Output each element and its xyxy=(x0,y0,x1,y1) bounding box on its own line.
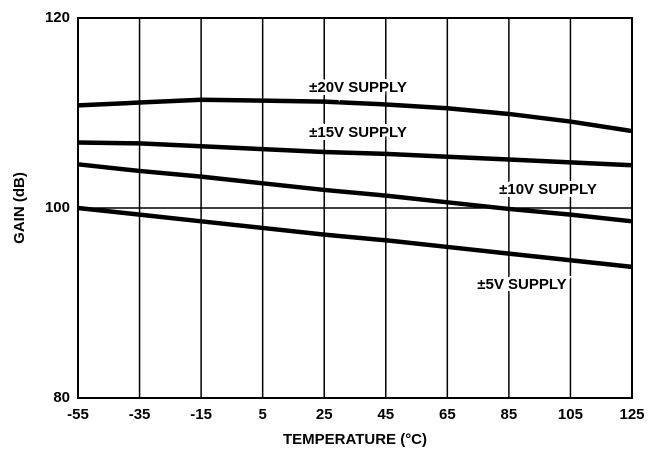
series-label: ±5V SUPPLY xyxy=(477,276,566,293)
y-tick-label: 120 xyxy=(45,9,70,26)
x-tick-label: -15 xyxy=(190,406,212,423)
series-line xyxy=(77,140,633,168)
series-line xyxy=(77,97,633,134)
series-line xyxy=(77,205,633,270)
x-tick-label: 105 xyxy=(558,406,583,423)
x-tick-label: 125 xyxy=(619,406,644,423)
series-line xyxy=(77,162,633,224)
series-label: ±20V SUPPLY xyxy=(309,79,407,96)
series-label: ±15V SUPPLY xyxy=(309,124,407,141)
x-tick-label: 65 xyxy=(439,406,456,423)
series-label: ±10V SUPPLY xyxy=(499,181,597,198)
x-tick-label: -35 xyxy=(129,406,151,423)
x-tick-label: 25 xyxy=(316,406,333,423)
y-tick-label: 80 xyxy=(53,389,70,406)
x-tick-label: -55 xyxy=(67,406,89,423)
x-tick-label: 45 xyxy=(377,406,394,423)
x-tick-label: 85 xyxy=(501,406,518,423)
x-axis-label: TEMPERATURE (°C) xyxy=(283,431,427,448)
x-tick-label: 5 xyxy=(258,406,266,423)
y-tick-label: 100 xyxy=(45,199,70,216)
y-axis-label: GAIN (dB) xyxy=(11,172,28,244)
